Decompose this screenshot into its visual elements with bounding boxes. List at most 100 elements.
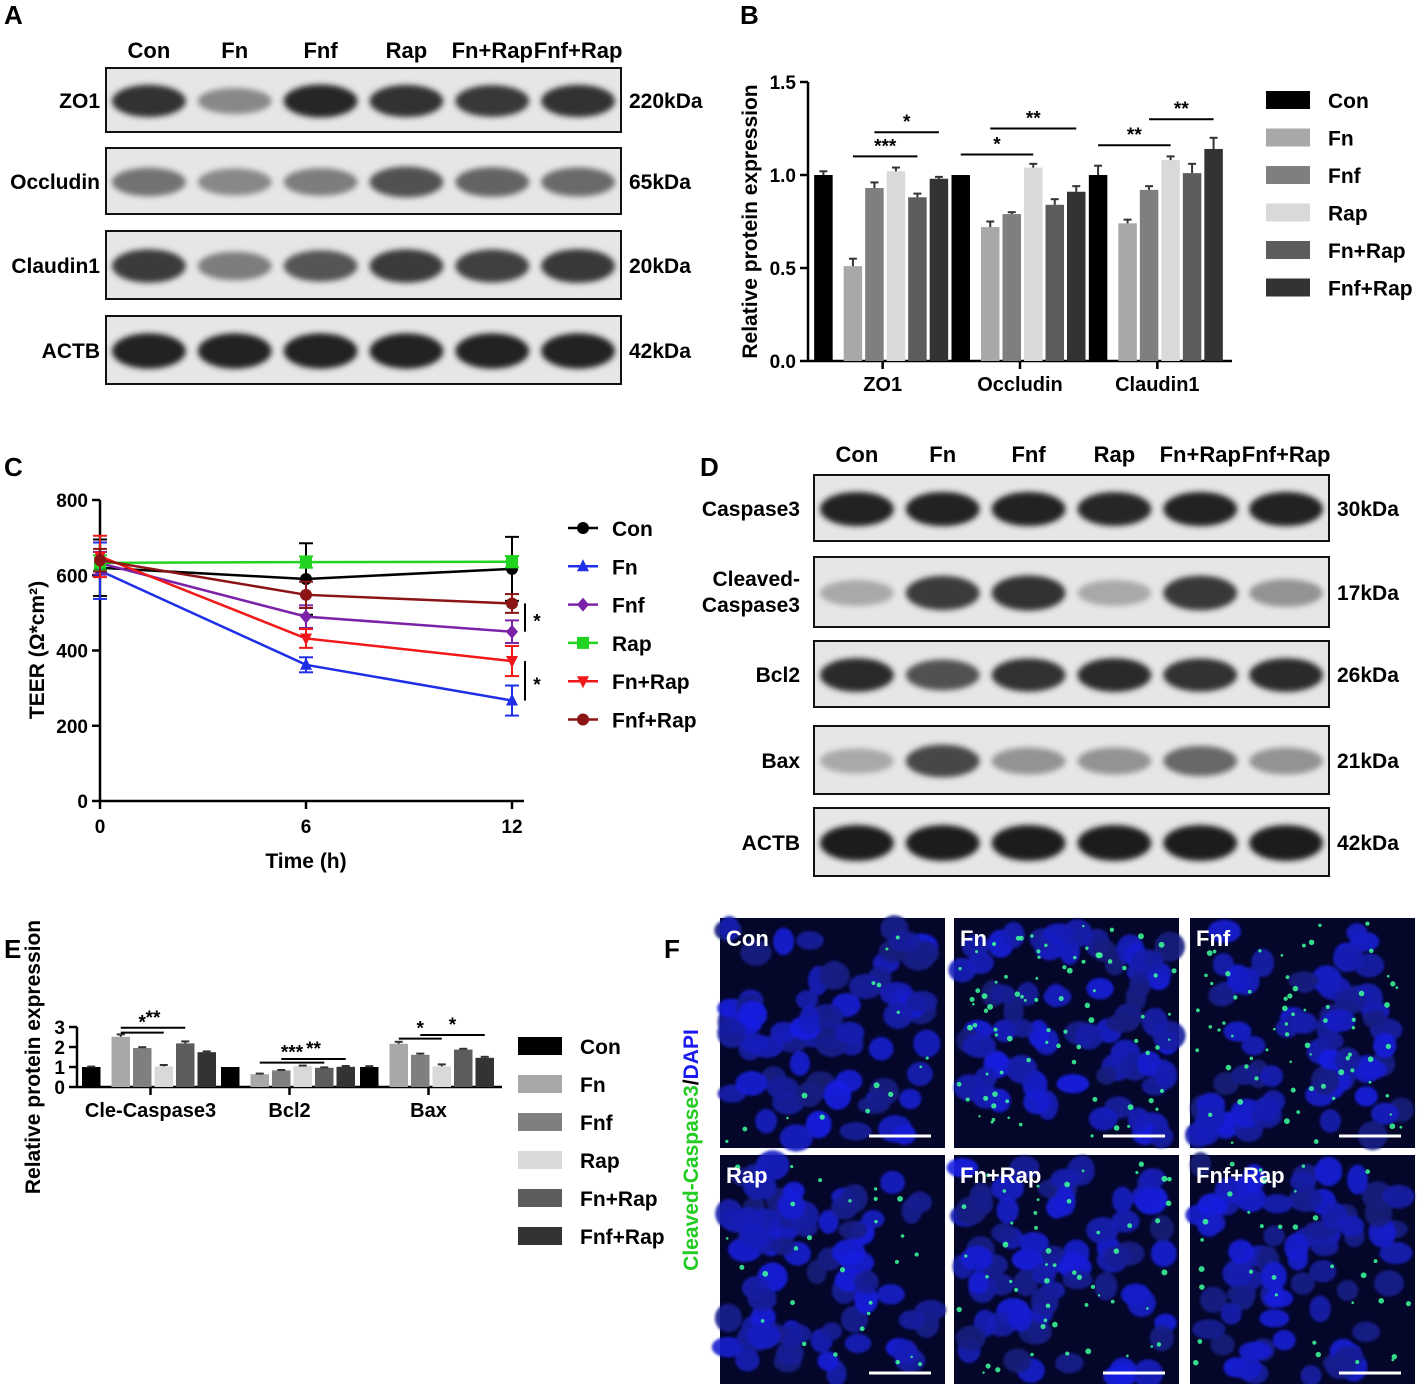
nucleus <box>789 1051 811 1076</box>
nucleus <box>1027 1019 1050 1049</box>
green-puncta <box>1167 1038 1171 1042</box>
data-point-fn <box>300 657 312 670</box>
nucleus <box>1054 1185 1076 1216</box>
nucleus <box>1050 1168 1080 1190</box>
green-puncta <box>1071 1270 1077 1275</box>
green-puncta <box>1009 1279 1013 1284</box>
legend-swatch <box>1266 166 1310 184</box>
green-puncta <box>987 1004 994 1010</box>
d-row-label: Bax <box>761 750 800 773</box>
d-band <box>991 658 1066 692</box>
green-puncta <box>1066 1198 1072 1204</box>
d-band <box>820 491 894 527</box>
d-band <box>1077 747 1152 775</box>
green-puncta <box>1065 1351 1070 1356</box>
nucleus <box>766 1076 799 1100</box>
green-puncta <box>900 1234 905 1238</box>
bar-rap <box>432 1066 451 1087</box>
legend-marker <box>577 636 589 649</box>
green-puncta <box>739 1264 745 1270</box>
micrograph-label: Fnf <box>1196 926 1231 951</box>
nucleus <box>799 1005 820 1035</box>
legend-label: Con <box>1328 90 1369 113</box>
green-puncta <box>1258 1168 1263 1172</box>
green-puncta <box>1030 934 1034 938</box>
nucleus <box>861 1209 885 1229</box>
green-puncta <box>1325 1005 1330 1009</box>
nucleus <box>1310 1237 1339 1257</box>
d-band <box>905 659 980 691</box>
category-label: Cle-Caspase3 <box>85 1100 216 1122</box>
nucleus <box>1382 1184 1415 1209</box>
green-puncta <box>972 1022 978 1028</box>
legend-marker <box>577 676 589 689</box>
d-band <box>991 575 1066 611</box>
a-band <box>197 168 272 196</box>
nucleus <box>1009 1155 1040 1180</box>
bar-fn-rap <box>176 1043 195 1087</box>
green-puncta <box>1044 1277 1050 1284</box>
green-puncta <box>1165 1200 1172 1207</box>
nucleus <box>1030 1287 1059 1317</box>
green-puncta <box>1350 1068 1355 1073</box>
green-puncta <box>1085 1348 1092 1355</box>
stain-label-sep: / <box>680 1079 703 1085</box>
nucleus <box>755 1108 778 1134</box>
nucleus <box>1347 1164 1368 1195</box>
nucleus <box>1192 1319 1226 1340</box>
data-point-fn-rap <box>300 633 312 646</box>
green-puncta <box>1088 1017 1095 1024</box>
green-puncta <box>1026 1057 1031 1063</box>
green-puncta <box>1090 1284 1096 1290</box>
green-puncta <box>1296 1110 1301 1114</box>
data-point-rap <box>300 556 312 569</box>
nucleus <box>991 1223 1017 1243</box>
bar-fn <box>250 1074 269 1087</box>
green-puncta <box>918 1362 922 1367</box>
green-puncta <box>1046 1028 1051 1033</box>
nucleus <box>1111 1210 1140 1233</box>
micrograph-fnf-rap: Fnf+Rap <box>1185 1152 1415 1384</box>
panel-letter-e: E <box>4 934 21 964</box>
nucleus <box>1127 1107 1150 1132</box>
nucleus <box>1338 1215 1365 1237</box>
nucleus <box>1105 1013 1139 1033</box>
green-puncta <box>1309 1053 1312 1056</box>
green-puncta <box>1171 968 1177 974</box>
d-band <box>1077 491 1152 527</box>
green-puncta <box>1056 1043 1061 1049</box>
green-puncta <box>873 1082 880 1089</box>
nucleus <box>961 1245 993 1271</box>
significance-label: ** <box>146 1008 161 1029</box>
bar-fnf-rap <box>197 1052 216 1087</box>
nucleus <box>1149 1324 1174 1352</box>
y-tick-label: 2 <box>54 1038 65 1059</box>
a-band <box>541 167 615 197</box>
legend-swatch <box>1266 128 1310 147</box>
nucleus <box>817 1351 839 1371</box>
significance-label: * <box>533 612 541 633</box>
nucleus <box>1214 1176 1249 1204</box>
green-puncta <box>1318 923 1322 928</box>
green-puncta <box>1395 986 1399 990</box>
legend-marker <box>577 597 589 612</box>
d-band <box>820 748 894 774</box>
nucleus <box>805 1110 832 1139</box>
d-kda-label: 21kDa <box>1337 750 1399 773</box>
bar-fn-rap <box>315 1067 334 1087</box>
green-puncta <box>1155 1107 1159 1111</box>
nucleus <box>1287 1247 1309 1271</box>
y-axis-label: Relative protein expression <box>739 84 762 358</box>
nucleus <box>1141 1007 1168 1037</box>
green-puncta <box>1206 950 1213 956</box>
nucleus <box>1196 1105 1226 1131</box>
green-puncta <box>967 1024 973 1031</box>
legend-label: Fn <box>612 556 638 579</box>
bar-con <box>82 1067 101 1087</box>
green-puncta <box>1227 1191 1233 1197</box>
green-puncta <box>1294 1189 1297 1193</box>
green-puncta <box>1351 1026 1356 1030</box>
green-puncta <box>1161 1175 1168 1182</box>
data-point-fnf-rap <box>506 597 518 610</box>
